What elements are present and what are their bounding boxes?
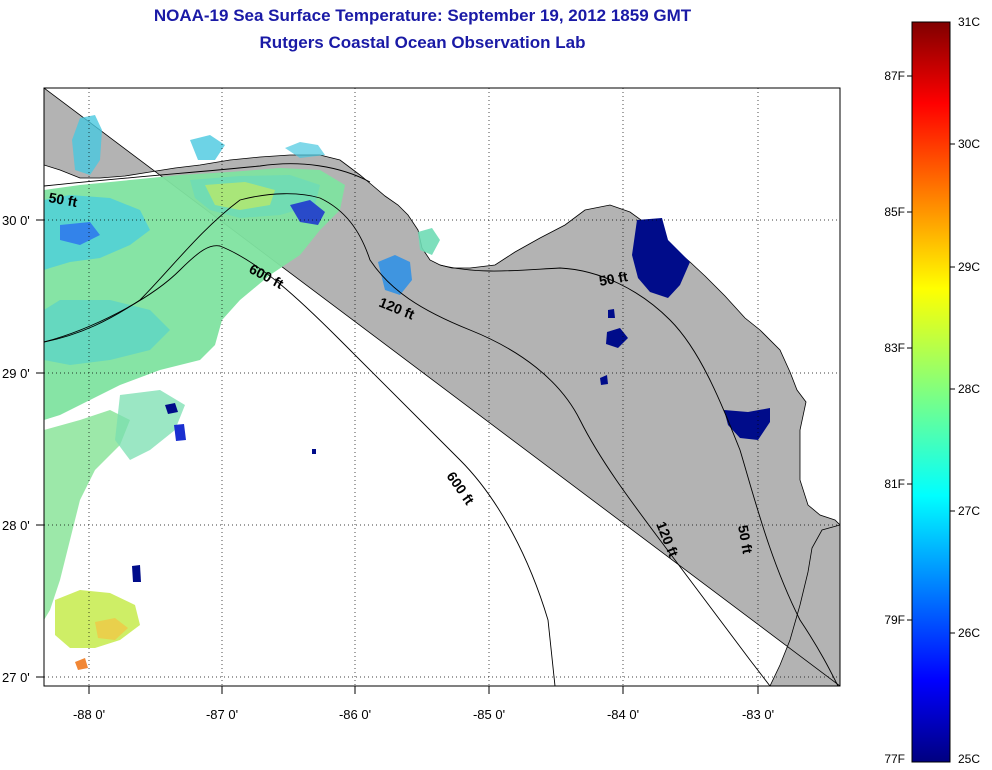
lon-tick-label: -84 0' bbox=[607, 707, 639, 722]
colorbar: 31C 30C 29C 28C 27C 26C 25C 87F 85F 83F … bbox=[884, 15, 980, 766]
colorbar-f-label: 81F bbox=[884, 477, 905, 491]
lat-tick-label: 29 0' bbox=[2, 366, 30, 381]
colorbar-c-label: 30C bbox=[958, 137, 980, 151]
contour-label-50ft: 50 ft bbox=[598, 268, 629, 289]
colorbar-c-label: 25C bbox=[958, 752, 980, 766]
contour-label-50ft: 50 ft bbox=[47, 189, 78, 210]
bathymetry-contours bbox=[44, 163, 839, 686]
lon-tick-label: -85 0' bbox=[473, 707, 505, 722]
contour-label-50ft: 50 ft bbox=[735, 524, 756, 555]
colorbar-f-label: 87F bbox=[884, 69, 905, 83]
lon-tick-label: -88 0' bbox=[73, 707, 105, 722]
colorbar-f-label: 85F bbox=[884, 205, 905, 219]
lon-tick-label: -87 0' bbox=[206, 707, 238, 722]
cloud-patch bbox=[497, 92, 540, 103]
colorbar-f-label: 79F bbox=[884, 613, 905, 627]
colorbar-c-label: 27C bbox=[958, 504, 980, 518]
chart-subtitle: Rutgers Coastal Ocean Observation Lab bbox=[259, 33, 586, 52]
colorbar-f-label: 77F bbox=[884, 752, 905, 766]
colorbar-gradient bbox=[911, 21, 951, 763]
chart-title: NOAA-19 Sea Surface Temperature: Septemb… bbox=[153, 6, 692, 25]
plot-frame bbox=[43, 87, 841, 687]
colorbar-f-label: 83F bbox=[884, 341, 905, 355]
graticule bbox=[44, 88, 840, 686]
lat-tick-label: 27 0' bbox=[2, 670, 30, 685]
colorbar-c-label: 26C bbox=[958, 626, 980, 640]
lat-tick-label: 30 0' bbox=[2, 213, 30, 228]
lon-tick-label: -86 0' bbox=[339, 707, 371, 722]
lat-tick-label: 28 0' bbox=[2, 518, 30, 533]
colorbar-c-label: 31C bbox=[958, 15, 980, 29]
axis-ticks bbox=[36, 219, 759, 694]
lon-tick-label: -83 0' bbox=[742, 707, 774, 722]
colorbar-c-label: 29C bbox=[958, 260, 980, 274]
colorbar-c-label: 28C bbox=[958, 382, 980, 396]
